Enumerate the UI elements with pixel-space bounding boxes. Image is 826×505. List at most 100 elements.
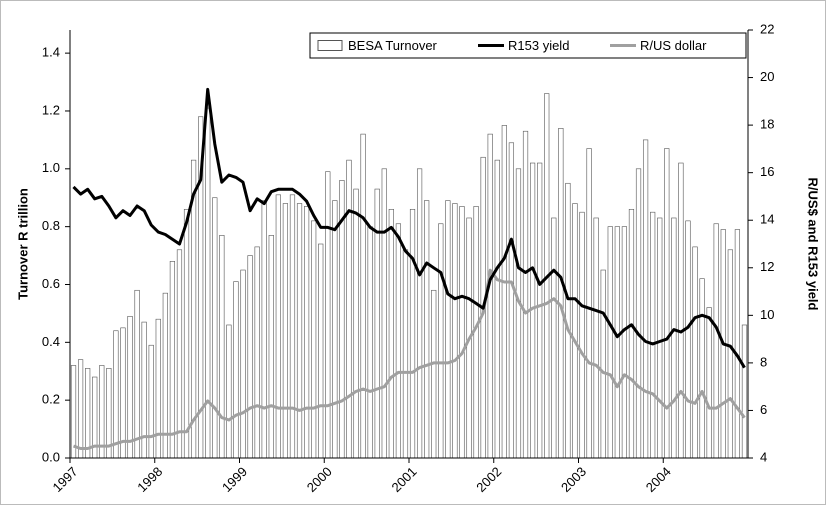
bar <box>311 220 317 459</box>
bar <box>261 200 267 459</box>
bar <box>438 223 444 459</box>
bar <box>176 249 183 459</box>
bar <box>388 208 394 459</box>
legend: BESA Turnover R153 yield R/US dollar <box>309 32 747 59</box>
bar <box>727 249 733 459</box>
bar <box>537 162 543 459</box>
bar <box>678 162 684 459</box>
bar <box>99 365 105 459</box>
bar <box>706 307 712 459</box>
bar <box>452 203 458 459</box>
bar <box>120 327 126 459</box>
bar <box>558 128 564 459</box>
y2-tick-label: 4 <box>760 449 767 464</box>
y2-tick-label: 6 <box>760 402 767 417</box>
bar <box>579 211 585 459</box>
bar <box>635 168 642 459</box>
bar <box>148 344 154 459</box>
bar <box>593 217 599 459</box>
y2-axis-title: R/US$ and R153 yield <box>806 178 821 311</box>
bar <box>346 159 352 459</box>
bar <box>685 220 691 459</box>
bar <box>360 133 366 459</box>
bar <box>113 330 119 459</box>
y-axis-title: Turnover R trillion <box>15 188 30 300</box>
bar <box>169 261 176 459</box>
bar <box>233 281 239 459</box>
bar <box>607 226 613 459</box>
y2-tick-label: 10 <box>760 307 774 322</box>
bar <box>212 197 218 459</box>
bar <box>494 159 500 459</box>
y-tick-label: 0.4 <box>42 334 60 349</box>
bar <box>621 226 628 459</box>
bar <box>409 208 416 459</box>
bar <box>628 208 635 459</box>
bar <box>219 235 225 459</box>
legend-label: BESA Turnover <box>348 38 438 53</box>
bar <box>402 249 409 459</box>
bar <box>424 200 430 459</box>
bar <box>296 203 303 459</box>
bar <box>572 203 578 459</box>
bar <box>332 200 338 459</box>
bar <box>741 324 748 459</box>
bar <box>431 289 437 459</box>
bar <box>699 278 705 459</box>
bar <box>282 203 289 459</box>
bar <box>318 243 324 459</box>
bar <box>325 171 331 459</box>
bar <box>367 226 373 459</box>
bar <box>522 130 529 459</box>
bar <box>487 133 493 459</box>
y2-tick-label: 18 <box>760 117 774 132</box>
bar <box>127 315 133 459</box>
y-tick-label: 1.2 <box>42 102 60 117</box>
bar <box>642 139 649 459</box>
legend-swatch <box>317 40 343 51</box>
y-tick-label: 1.0 <box>42 160 60 175</box>
bar <box>85 368 91 459</box>
bar <box>134 289 140 459</box>
legend-box <box>309 32 747 59</box>
legend-label: R153 yield <box>508 38 569 53</box>
bar <box>586 148 592 459</box>
bar <box>353 188 359 459</box>
bar <box>692 246 698 459</box>
y-tick-label: 1.4 <box>42 45 60 60</box>
bar <box>416 168 423 459</box>
y-tick-label: 0.2 <box>42 392 60 407</box>
y2-tick-label: 20 <box>760 69 774 84</box>
bar <box>289 194 296 459</box>
bar <box>713 223 719 459</box>
y-tick-label: 0.6 <box>42 276 60 291</box>
bar <box>226 324 232 459</box>
bar <box>459 206 465 459</box>
bar <box>445 200 451 459</box>
y2-tick-label: 14 <box>760 212 774 227</box>
bar <box>275 194 281 459</box>
bar <box>600 269 606 459</box>
bar <box>664 148 670 459</box>
y2-tick-label: 22 <box>760 21 774 36</box>
y-tick-label: 0.8 <box>42 218 60 233</box>
legend-label: R/US dollar <box>640 38 707 53</box>
bar <box>183 208 190 459</box>
bar <box>551 217 557 459</box>
bar <box>614 226 620 459</box>
bar <box>671 217 677 459</box>
bar <box>240 269 246 459</box>
bar <box>303 206 310 459</box>
bar <box>381 168 387 459</box>
y-tick-label: 0.0 <box>42 449 60 464</box>
bar <box>650 211 656 459</box>
bar <box>734 229 741 459</box>
y2-tick-label: 8 <box>760 354 767 369</box>
bar <box>501 125 507 459</box>
bar <box>508 142 515 459</box>
line <box>73 268 746 450</box>
y2-tick-label: 16 <box>760 164 774 179</box>
bar <box>155 318 161 459</box>
